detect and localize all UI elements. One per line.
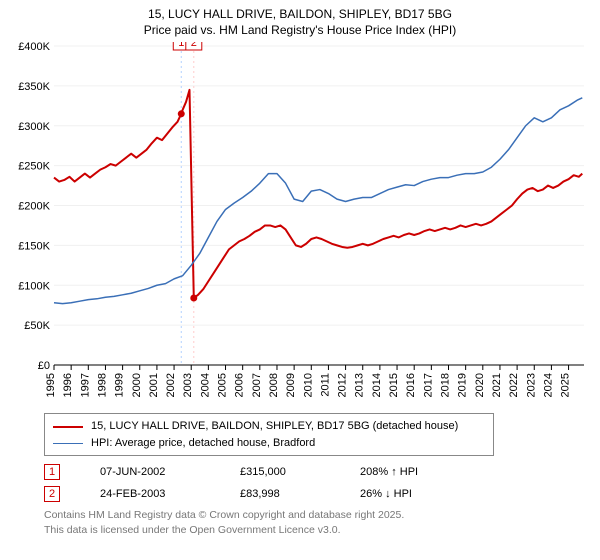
svg-text:£300K: £300K (18, 121, 50, 133)
transaction-badge: 2 (44, 486, 60, 502)
svg-text:2004: 2004 (199, 373, 211, 397)
transaction-row: 1 07-JUN-2002 £315,000 208% ↑ HPI (44, 464, 590, 480)
chart-title: 15, LUCY HALL DRIVE, BAILDON, SHIPLEY, B… (10, 6, 590, 38)
svg-text:2018: 2018 (439, 373, 451, 397)
svg-text:2008: 2008 (268, 373, 280, 397)
svg-text:£250K: £250K (18, 161, 50, 173)
title-line1: 15, LUCY HALL DRIVE, BAILDON, SHIPLEY, B… (148, 7, 452, 21)
svg-text:2011: 2011 (319, 373, 331, 397)
transaction-date: 24-FEB-2003 (100, 488, 200, 500)
legend-label: HPI: Average price, detached house, Brad… (91, 435, 315, 452)
svg-text:£150K: £150K (18, 241, 50, 253)
transaction-badge: 1 (44, 464, 60, 480)
transaction-pct: 26% ↓ HPI (360, 488, 460, 500)
svg-text:2019: 2019 (457, 373, 469, 397)
svg-text:1995: 1995 (45, 373, 57, 397)
legend: 15, LUCY HALL DRIVE, BAILDON, SHIPLEY, B… (44, 413, 494, 456)
svg-text:2007: 2007 (251, 373, 263, 397)
svg-text:2017: 2017 (422, 373, 434, 397)
title-line2: Price paid vs. HM Land Registry's House … (144, 23, 456, 37)
legend-swatch (53, 426, 83, 428)
svg-text:2005: 2005 (217, 373, 229, 397)
transaction-row: 2 24-FEB-2003 £83,998 26% ↓ HPI (44, 486, 590, 502)
transaction-price: £315,000 (240, 466, 320, 478)
svg-text:2012: 2012 (337, 373, 349, 397)
svg-text:2003: 2003 (182, 373, 194, 397)
svg-text:2023: 2023 (525, 373, 537, 397)
svg-text:2025: 2025 (560, 373, 572, 397)
svg-text:1998: 1998 (96, 373, 108, 397)
svg-text:2015: 2015 (388, 373, 400, 397)
svg-text:1997: 1997 (79, 373, 91, 397)
footer-line1: Contains HM Land Registry data © Crown c… (44, 509, 404, 521)
footer-attribution: Contains HM Land Registry data © Crown c… (44, 508, 590, 536)
legend-swatch (53, 443, 83, 444)
svg-text:2021: 2021 (491, 373, 503, 397)
svg-text:1996: 1996 (62, 373, 74, 397)
svg-text:2006: 2006 (234, 373, 246, 397)
svg-text:2: 2 (191, 42, 197, 49)
svg-text:2002: 2002 (165, 373, 177, 397)
svg-text:2013: 2013 (354, 373, 366, 397)
transaction-date: 07-JUN-2002 (100, 466, 200, 478)
svg-text:£50K: £50K (24, 321, 50, 333)
svg-text:2022: 2022 (508, 373, 520, 397)
svg-text:2000: 2000 (131, 373, 143, 397)
svg-text:£350K: £350K (18, 81, 50, 93)
svg-text:£100K: £100K (18, 281, 50, 293)
svg-text:2014: 2014 (371, 373, 383, 397)
legend-item: 15, LUCY HALL DRIVE, BAILDON, SHIPLEY, B… (53, 418, 485, 435)
svg-text:2016: 2016 (405, 373, 417, 397)
chart-container: 15, LUCY HALL DRIVE, BAILDON, SHIPLEY, B… (0, 0, 600, 543)
svg-text:£400K: £400K (18, 42, 50, 53)
legend-label: 15, LUCY HALL DRIVE, BAILDON, SHIPLEY, B… (91, 418, 458, 435)
svg-text:£0: £0 (38, 360, 50, 372)
legend-item: HPI: Average price, detached house, Brad… (53, 435, 485, 452)
footer-line2: This data is licensed under the Open Gov… (44, 524, 341, 536)
svg-text:2010: 2010 (302, 373, 314, 397)
svg-text:2009: 2009 (285, 373, 297, 397)
svg-text:1999: 1999 (114, 373, 126, 397)
svg-text:2020: 2020 (474, 373, 486, 397)
chart-plot: £0 £50K £100K £150K £200K £250K £300K £350K £400… (10, 42, 590, 407)
svg-text:1: 1 (178, 42, 184, 49)
transaction-pct: 208% ↑ HPI (360, 466, 460, 478)
svg-text:2001: 2001 (148, 373, 160, 397)
transaction-price: £83,998 (240, 488, 320, 500)
svg-text:£200K: £200K (18, 201, 50, 213)
transaction-table: 1 07-JUN-2002 £315,000 208% ↑ HPI 2 24-FEB-20… (44, 464, 590, 502)
svg-text:2024: 2024 (542, 373, 554, 397)
